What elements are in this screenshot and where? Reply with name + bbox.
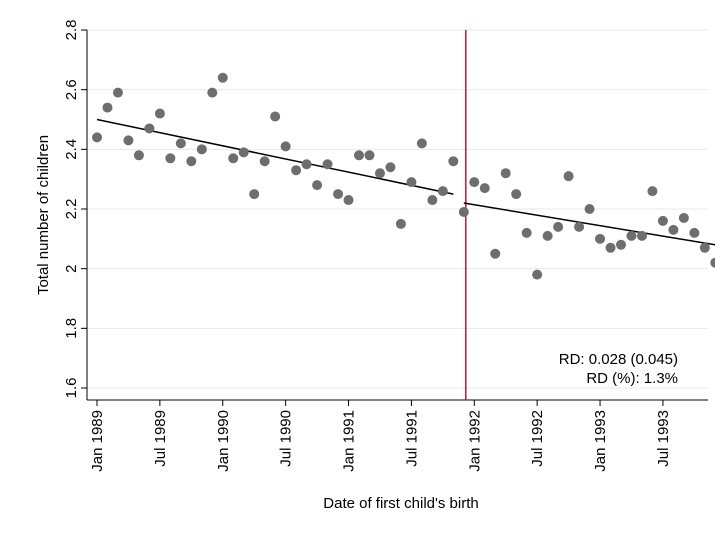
data-point [406, 177, 417, 188]
rd-percent-annotation: RD (%): 1.3% [586, 370, 678, 387]
data-point [270, 111, 281, 122]
data-point [490, 248, 501, 259]
x-tick-label: Jan 1991 [341, 410, 358, 472]
data-point [374, 168, 385, 179]
data-point [395, 218, 406, 229]
data-point [364, 150, 375, 161]
data-point [322, 159, 333, 170]
x-tick-label: Jan 1989 [89, 410, 106, 472]
data-point [511, 189, 522, 200]
y-axis: 1.6 1.8 2 2.2 2.4 2.6 2.8 [63, 20, 88, 400]
y-axis-title: Total number of children [35, 135, 52, 295]
data-point [626, 230, 637, 241]
data-point [448, 156, 459, 167]
data-point [699, 242, 710, 253]
data-point [112, 87, 123, 98]
y-tick-label: 2.2 [63, 199, 80, 220]
data-point [280, 141, 291, 152]
data-point [228, 153, 239, 164]
data-point [647, 186, 658, 197]
y-tick-label: 1.8 [63, 318, 80, 339]
x-tick-label: Jul 1993 [655, 410, 672, 467]
data-point [123, 135, 134, 146]
data-point [616, 239, 626, 250]
data-point [479, 183, 490, 194]
y-tick-label: 2.4 [63, 139, 80, 160]
data-point [354, 150, 364, 161]
y-tick-label: 2.8 [63, 20, 80, 41]
data-point [595, 233, 606, 244]
data-point [291, 165, 302, 176]
data-point [437, 186, 448, 197]
data-point [154, 108, 165, 119]
data-point [500, 168, 511, 179]
data-point [133, 150, 144, 161]
x-tick-label: Jul 1991 [403, 410, 420, 467]
data-point [385, 162, 396, 173]
x-tick-label: Jan 1990 [215, 410, 232, 472]
x-tick-label: Jan 1992 [466, 410, 483, 472]
data-point [636, 230, 647, 241]
x-tick-label: Jul 1992 [529, 410, 546, 467]
data-point [249, 189, 260, 200]
x-axis: Jan 1989 Jul 1989 Jan 1990 Jul 1990 Jan 1991… [87, 399, 708, 472]
data-point [343, 195, 354, 206]
data-point [207, 87, 218, 98]
data-point [175, 138, 186, 149]
gridlines [87, 29, 708, 389]
fit-line [463, 202, 715, 246]
data-point [196, 144, 207, 155]
data-point [301, 159, 312, 170]
data-point [102, 102, 113, 113]
x-tick-label: Jul 1990 [278, 410, 295, 467]
data-point [532, 269, 543, 280]
fit-line [96, 118, 454, 195]
data-point [678, 212, 689, 223]
data-point [458, 206, 469, 217]
data-point [238, 147, 249, 158]
data-point [416, 138, 427, 149]
data-point [186, 156, 197, 167]
fit-lines [96, 118, 715, 246]
data-point [92, 132, 102, 143]
x-tick-label: Jan 1993 [592, 410, 609, 472]
data-point [710, 257, 715, 268]
data-point [605, 242, 616, 253]
data-point [542, 230, 553, 241]
data-point [689, 227, 700, 238]
rd-annotation: RD: 0.028 (0.045) [559, 351, 678, 368]
x-axis-title: Date of first child's birth [323, 495, 478, 512]
data-point [521, 227, 532, 238]
data-point [165, 153, 176, 164]
y-tick-label: 2 [63, 264, 80, 272]
data-point [217, 72, 228, 83]
y-tick-label: 1.6 [63, 378, 80, 399]
x-tick-label: Jul 1989 [152, 410, 169, 467]
y-tick-label: 2.6 [63, 79, 80, 100]
data-point [553, 221, 564, 232]
data-point [574, 221, 585, 232]
data-point [427, 195, 438, 206]
data-point [259, 156, 270, 167]
data-point [469, 177, 480, 188]
data-point [563, 171, 574, 182]
data-point [312, 180, 323, 191]
data-points [92, 72, 715, 280]
data-point [584, 204, 595, 214]
data-point [144, 123, 155, 134]
data-point [668, 224, 679, 235]
data-point [333, 189, 344, 200]
data-point [657, 215, 668, 226]
